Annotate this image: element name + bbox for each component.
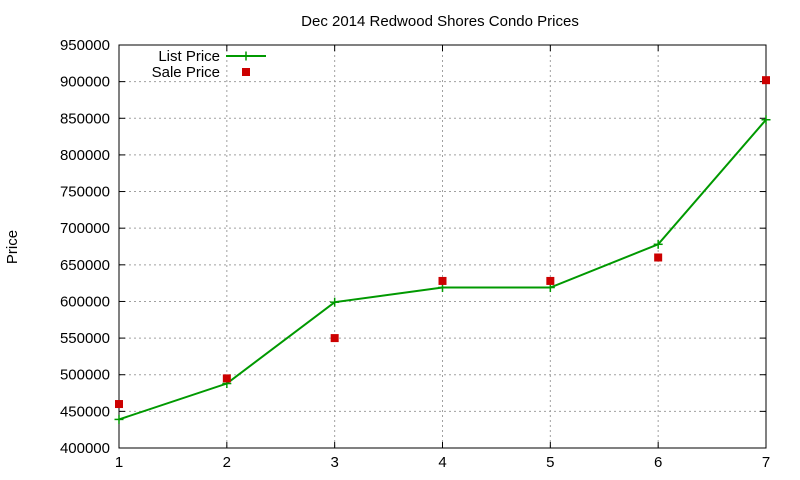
x-tick-label: 3 [330,454,338,471]
sale-price-point [438,276,447,285]
y-tick-label: 850000 [60,110,110,127]
legend-label: Sale Price [152,64,220,81]
chart-title: Dec 2014 Redwood Shores Condo Prices [301,13,579,30]
axes-layer: 400000 450000 500000 550000 600000 650000 7000… [60,37,770,471]
y-tick-label: 600000 [60,293,110,310]
y-tick-label: 650000 [60,257,110,274]
list-price-point [114,414,124,424]
series-layer [114,76,771,424]
x-tick-label: 5 [546,454,554,471]
y-tick-label: 550000 [60,330,110,347]
legend-square-marker [242,68,250,76]
list-price-point [761,115,771,125]
y-tick-label: 400000 [60,440,110,457]
x-tick-label: 4 [438,454,446,471]
y-tick-label: 900000 [60,74,110,91]
legend-label: List Price [158,48,220,65]
sale-price-point [330,334,339,343]
y-tick-label: 800000 [60,147,110,164]
y-tick-label: 500000 [60,367,110,384]
sale-price-point [115,400,123,409]
y-tick-label: 700000 [60,220,110,237]
y-tick-label: 950000 [60,37,110,54]
sale-price-point [546,276,555,285]
x-tick-label: 6 [654,454,662,471]
x-tick-label: 7 [762,454,770,471]
y-tick-label: 450000 [60,403,110,420]
y-tick-label: 750000 [60,184,110,201]
list-price-line [118,119,767,421]
sale-price-point [222,374,231,383]
x-tick-label: 1 [115,454,123,471]
sale-price-point [654,253,663,262]
y-axis-label: Price [4,230,21,264]
legend-plus-marker [241,51,251,61]
sale-price-point [762,76,770,85]
list-price-point [330,297,340,307]
list-price-point [653,239,663,249]
x-tick-label: 2 [223,454,231,471]
